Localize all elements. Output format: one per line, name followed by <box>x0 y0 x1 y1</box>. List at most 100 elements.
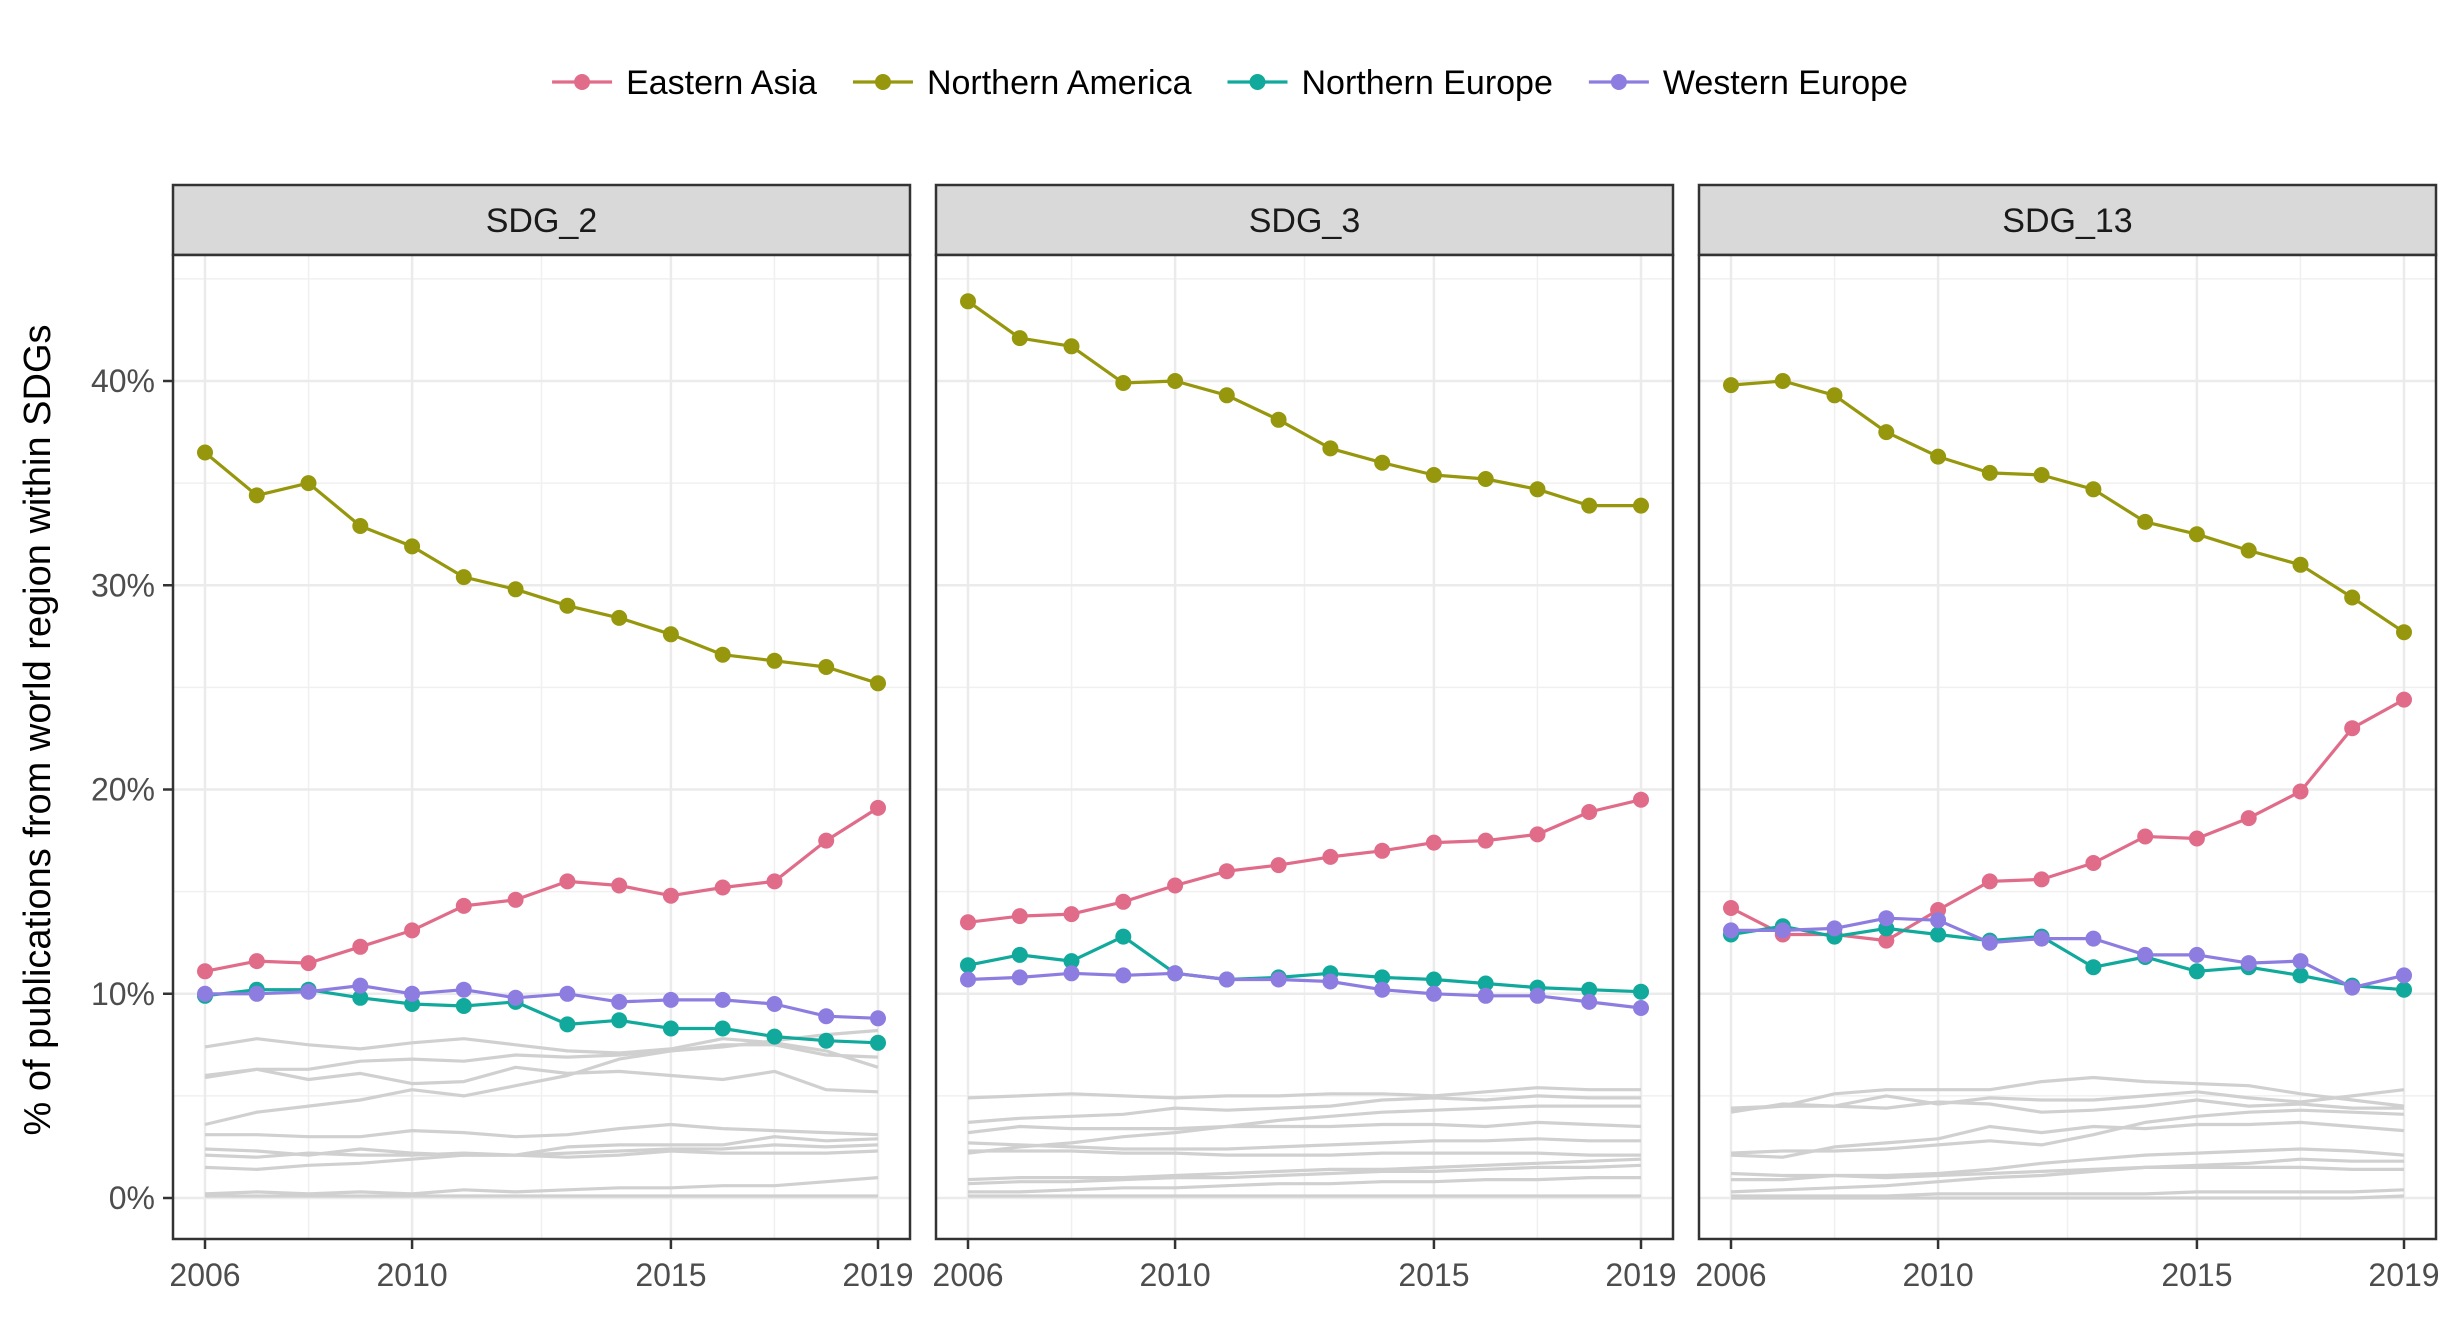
data-point-western-europe <box>1930 912 1947 929</box>
data-point-northern-america <box>1477 471 1494 487</box>
data-point-western-europe <box>197 985 213 1002</box>
data-point-eastern-asia <box>1878 932 1895 949</box>
data-point-eastern-asia <box>248 953 265 970</box>
data-point-western-europe <box>300 983 317 1000</box>
data-point-western-europe <box>1425 985 1442 1002</box>
data-point-eastern-asia <box>1633 791 1649 808</box>
series-line-western-europe <box>1731 916 2405 990</box>
data-point-eastern-asia <box>1115 893 1132 910</box>
y-tick-label: 20% <box>91 772 155 808</box>
data-point-northern-america <box>1115 375 1132 391</box>
data-point-eastern-asia <box>1477 832 1494 849</box>
data-point-eastern-asia <box>2240 810 2257 827</box>
data-point-northern-america <box>352 518 369 534</box>
data-point-eastern-asia <box>2396 691 2412 708</box>
data-point-northern-america <box>1011 330 1028 347</box>
series-line-northern-america <box>203 451 879 685</box>
data-point-eastern-asia <box>1581 804 1598 820</box>
legend-item-northern-europe: Northern Europe <box>1227 64 1553 102</box>
panel-border <box>934 253 1675 1241</box>
data-point-northern-america <box>1633 497 1649 514</box>
data-point-northern-america <box>1374 454 1391 471</box>
series-eastern-asia <box>960 791 1649 931</box>
data-point-northern-america <box>1723 377 1739 394</box>
data-point-western-europe <box>662 991 679 1008</box>
data-point-northern-america <box>300 475 317 492</box>
data-point-northern-america <box>507 581 524 598</box>
background-series-line <box>204 1143 879 1159</box>
data-point-northern-america <box>1167 373 1184 389</box>
series-western-europe <box>197 977 886 1027</box>
data-point-western-europe <box>2344 979 2361 996</box>
data-point-western-europe <box>1981 934 1998 951</box>
data-point-northern-europe <box>611 1012 628 1029</box>
legend-key-point <box>1610 74 1627 90</box>
data-point-northern-europe <box>559 1016 576 1033</box>
facet-panel-sdg-2: SDG_2 2006 2010 2015 2019 <box>169 183 914 1293</box>
x-tick-label: 2019 <box>1605 1257 1676 1293</box>
data-point-western-europe <box>1878 910 1895 927</box>
data-point-western-europe <box>1723 922 1739 939</box>
background-series-line <box>1730 1088 2405 1110</box>
background-series-line <box>967 1157 1642 1182</box>
facet-strip-label: SDG_3 <box>1249 202 1361 240</box>
data-point-northern-america <box>870 675 886 692</box>
background-series-line <box>1730 1098 2404 1114</box>
data-point-western-europe <box>2085 930 2102 947</box>
x-tick-label: 2010 <box>376 1257 447 1293</box>
series-eastern-asia <box>197 799 886 980</box>
data-point-western-europe <box>870 1010 886 1027</box>
panel-border <box>1697 253 2438 1241</box>
data-point-western-europe <box>1826 920 1843 937</box>
data-point-eastern-asia <box>1011 908 1028 925</box>
data-point-western-europe <box>1218 971 1235 988</box>
data-point-northern-america <box>1218 387 1235 404</box>
data-point-eastern-asia <box>559 873 576 890</box>
x-tick-label: 2010 <box>1139 1257 1210 1293</box>
data-point-northern-europe <box>2188 963 2205 980</box>
legend-key-point <box>874 74 891 90</box>
data-point-northern-europe <box>1581 981 1598 998</box>
data-point-northern-europe <box>352 989 369 1006</box>
data-point-western-europe <box>2188 946 2205 963</box>
data-point-eastern-asia <box>1529 826 1546 843</box>
series-line-eastern-asia <box>967 798 1642 924</box>
facet-strip-label: SDG_13 <box>2002 202 2132 240</box>
data-point-northern-europe <box>1930 926 1947 943</box>
background-series-line <box>967 1120 1642 1135</box>
legend: Eastern Asia Northern America Northern Eur… <box>552 64 1908 102</box>
facet-strip <box>171 183 912 257</box>
background-series-line <box>204 1043 879 1127</box>
data-point-eastern-asia <box>352 938 369 955</box>
data-point-northern-america <box>1063 338 1080 355</box>
background-series-line <box>1730 1120 2405 1159</box>
data-point-eastern-asia <box>611 877 628 894</box>
legend-key-point <box>1249 74 1266 90</box>
data-point-northern-america <box>714 646 731 663</box>
x-tick-label: 2019 <box>2368 1257 2439 1293</box>
data-point-western-europe <box>404 985 421 1002</box>
data-point-northern-america <box>2396 624 2412 641</box>
data-point-eastern-asia <box>404 922 421 939</box>
data-point-western-europe <box>766 996 783 1012</box>
legend-label: Eastern Asia <box>626 64 817 102</box>
data-point-northern-america <box>559 597 576 614</box>
data-point-eastern-asia <box>960 914 976 931</box>
data-point-western-europe <box>2396 967 2412 984</box>
series-line-northern-america <box>967 299 1641 508</box>
data-point-northern-america <box>2292 556 2309 573</box>
data-point-northern-america <box>1270 411 1287 428</box>
data-point-eastern-asia <box>662 887 679 904</box>
data-point-northern-america <box>766 652 783 669</box>
data-point-western-europe <box>1477 987 1494 1004</box>
data-point-northern-europe <box>714 1020 731 1037</box>
facet-panel-sdg-13: SDG_13 2006 2010 2015 2019 <box>1695 183 2440 1293</box>
legend-key-point <box>574 74 591 90</box>
y-tick-label: 40% <box>91 363 155 399</box>
data-point-northern-europe <box>960 957 976 974</box>
data-point-western-europe <box>1581 993 1598 1010</box>
data-point-western-europe <box>1063 965 1080 982</box>
data-point-eastern-asia <box>2292 783 2309 800</box>
legend-label: Northern America <box>927 64 1192 102</box>
data-point-northern-america <box>1981 464 1998 481</box>
